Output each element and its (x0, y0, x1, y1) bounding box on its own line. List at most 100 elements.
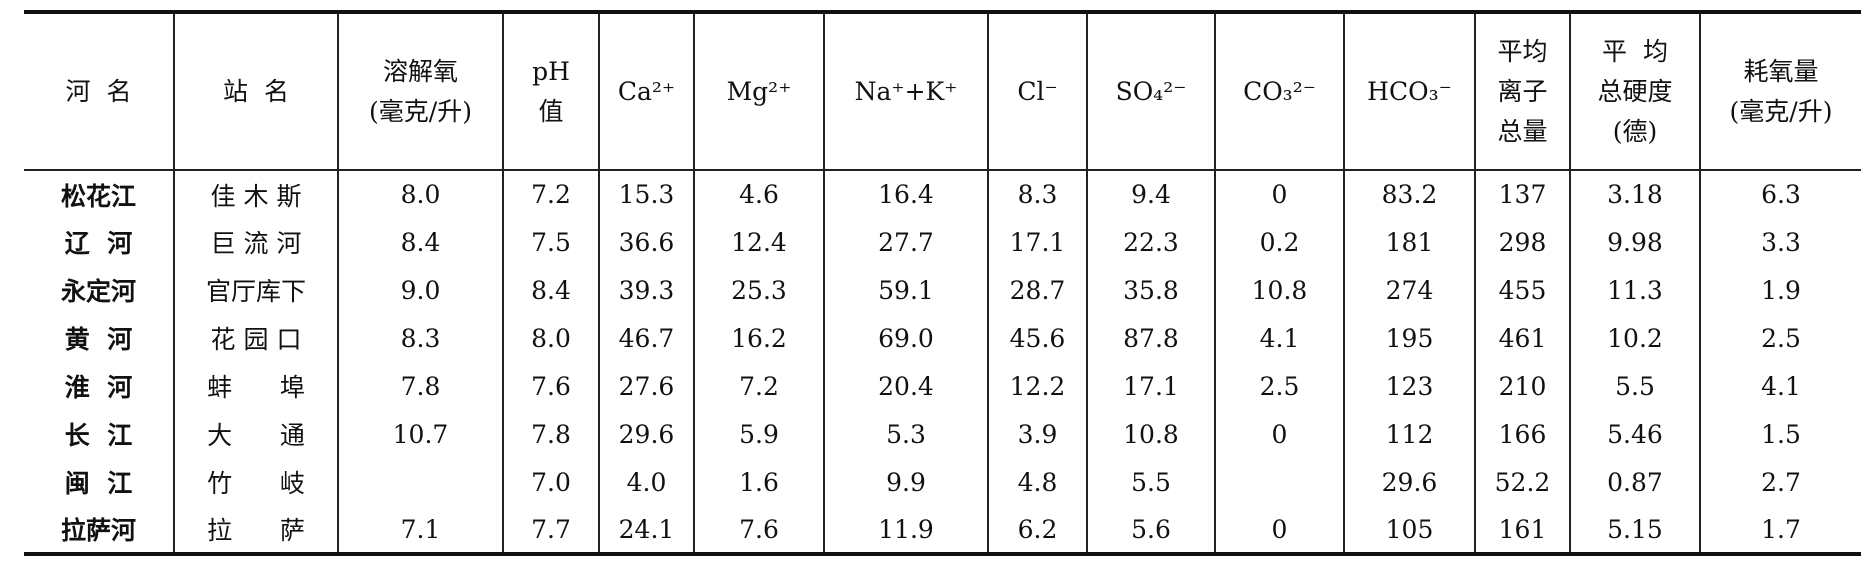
header-line: (毫克/升) (369, 96, 472, 126)
value-cell: 22.3 (1086, 218, 1215, 266)
value-cell: 4.6 (693, 170, 824, 218)
value-cell: 9.98 (1569, 218, 1700, 266)
table-row: 永定河 官厅库下 9.0 8.4 39.3 25.3 59.1 28.7 35.8 10.8 274… (24, 266, 1861, 314)
station-name: 花 园 口 (173, 314, 338, 362)
header-line: pH (532, 56, 570, 86)
value-cell: 4.0 (598, 458, 694, 506)
value-cell: 195 (1343, 314, 1475, 362)
value-cell: 11.3 (1569, 266, 1700, 314)
value-cell: 59.1 (823, 266, 988, 314)
header-line: Cl⁻ (1017, 76, 1058, 106)
header-cell: CO₃²⁻ (1214, 12, 1344, 171)
value-cell: 8.0 (337, 170, 503, 218)
value-cell: 4.8 (987, 458, 1087, 506)
value-cell: 6.2 (987, 506, 1087, 554)
river-name: 闽 江 (64, 469, 133, 498)
value-cell: 0.87 (1569, 458, 1700, 506)
river-name: 松花江 (60, 181, 136, 211)
header-line: 平均 (1497, 36, 1548, 66)
header-row: 河 名 站 名 溶解氧 (毫克/升) pH 值 Ca²⁺ Mg²⁺ Na⁺+K⁺ Cl⁻ SO₄²⁻… (24, 12, 1861, 171)
value-cell: 10.8 (1086, 410, 1215, 458)
value-cell: 17.1 (987, 218, 1087, 266)
header-cell: 耗氧量 (毫克/升) (1699, 12, 1861, 171)
value-cell: 455 (1474, 266, 1570, 314)
header-line: 溶解氧 (382, 56, 458, 86)
header-cell: Ca²⁺ (598, 12, 694, 171)
value-cell: 7.6 (502, 362, 599, 410)
header-cell: 河 名 (24, 12, 174, 171)
value-cell: 45.6 (987, 314, 1087, 362)
value-cell: 7.6 (693, 506, 824, 554)
station-name: 巨 流 河 (173, 218, 338, 266)
river-name: 辽 河 (64, 229, 133, 258)
value-cell: 16.2 (693, 314, 824, 362)
value-cell: 7.5 (502, 218, 599, 266)
value-cell: 166 (1474, 410, 1570, 458)
value-cell: 210 (1474, 362, 1570, 410)
value-cell: 24.1 (598, 506, 694, 554)
value-cell: 5.6 (1086, 506, 1215, 554)
value-cell: 7.0 (502, 458, 599, 506)
value-cell: 29.6 (1343, 458, 1475, 506)
value-cell: 105 (1343, 506, 1475, 554)
value-cell (1214, 458, 1344, 506)
river-name: 黄 河 (64, 325, 133, 354)
value-cell: 12.2 (987, 362, 1087, 410)
value-cell: 9.4 (1086, 170, 1215, 218)
value-cell: 7.8 (502, 410, 599, 458)
value-cell: 137 (1474, 170, 1570, 218)
header-line: 总硬度 (1597, 76, 1673, 106)
value-cell: 7.2 (693, 362, 824, 410)
value-cell: 36.6 (598, 218, 694, 266)
station-name: 蚌 埠 (173, 362, 338, 410)
value-cell: 27.6 (598, 362, 694, 410)
table-row: 闽 江 竹 岐 7.0 4.0 1.6 9.9 4.8 5.5 29.6 52.2 0.87 2.7 (24, 458, 1861, 506)
station-name: 佳 木 斯 (173, 170, 338, 218)
station-name: 大 通 (173, 410, 338, 458)
value-cell: 7.2 (502, 170, 599, 218)
header-cell: HCO₃⁻ (1343, 12, 1475, 171)
header-line: (毫克/升) (1729, 96, 1833, 126)
value-cell: 4.1 (1214, 314, 1344, 362)
water-quality-table: 河 名 站 名 溶解氧 (毫克/升) pH 值 Ca²⁺ Mg²⁺ Na⁺+K⁺ Cl⁻ SO₄²⁻… (24, 10, 1861, 556)
header-cell: 平 均总硬度 (德) (1569, 12, 1700, 171)
value-cell: 27.7 (823, 218, 988, 266)
value-cell: 3.9 (987, 410, 1087, 458)
value-cell: 1.6 (693, 458, 824, 506)
header-line: Na⁺+K⁺ (854, 76, 958, 106)
value-cell: 0 (1214, 170, 1344, 218)
header-line: (德) (1612, 116, 1658, 146)
value-cell: 9.0 (337, 266, 503, 314)
header-line: 值 (538, 96, 564, 126)
table-row: 拉萨河 拉 萨 7.1 7.7 24.1 7.6 11.9 6.2 5.6 0 105 161 5.15… (24, 506, 1861, 554)
header-cell: Mg²⁺ (693, 12, 824, 171)
header-line: 平 均 (1602, 36, 1668, 66)
value-cell: 181 (1343, 218, 1475, 266)
value-cell: 29.6 (598, 410, 694, 458)
value-cell: 52.2 (1474, 458, 1570, 506)
value-cell: 28.7 (987, 266, 1087, 314)
value-cell: 17.1 (1086, 362, 1215, 410)
value-cell: 0.2 (1214, 218, 1344, 266)
river-name: 永定河 (60, 277, 136, 306)
value-cell: 7.7 (502, 506, 599, 554)
header-line: Mg²⁺ (726, 76, 792, 106)
value-cell: 35.8 (1086, 266, 1215, 314)
river-name: 淮 河 (64, 373, 133, 402)
value-cell: 274 (1343, 266, 1475, 314)
table-row: 淮 河 蚌 埠 7.8 7.6 27.6 7.2 20.4 12.2 17.1 2.5 123 210… (24, 362, 1861, 410)
header-line: 站 名 (223, 76, 289, 106)
table-row: 黄 河 花 园 口 8.3 8.0 46.7 16.2 69.0 45.6 87.8 4.1 195… (24, 314, 1861, 362)
value-cell: 20.4 (823, 362, 988, 410)
value-cell: 0 (1214, 506, 1344, 554)
header-cell: Cl⁻ (987, 12, 1087, 171)
value-cell: 2.7 (1699, 458, 1861, 506)
value-cell: 161 (1474, 506, 1570, 554)
value-cell: 10.2 (1569, 314, 1700, 362)
value-cell: 46.7 (598, 314, 694, 362)
table-body: 松花江佳 木 斯 8.0 7.2 15.3 4.6 16.4 8.3 9.4 0 83.2 137 3… (24, 170, 1861, 554)
header-line: 总量 (1497, 116, 1548, 146)
value-cell: 39.3 (598, 266, 694, 314)
station-name: 拉 萨 (173, 506, 338, 554)
header-line: 耗氧量 (1743, 56, 1819, 86)
